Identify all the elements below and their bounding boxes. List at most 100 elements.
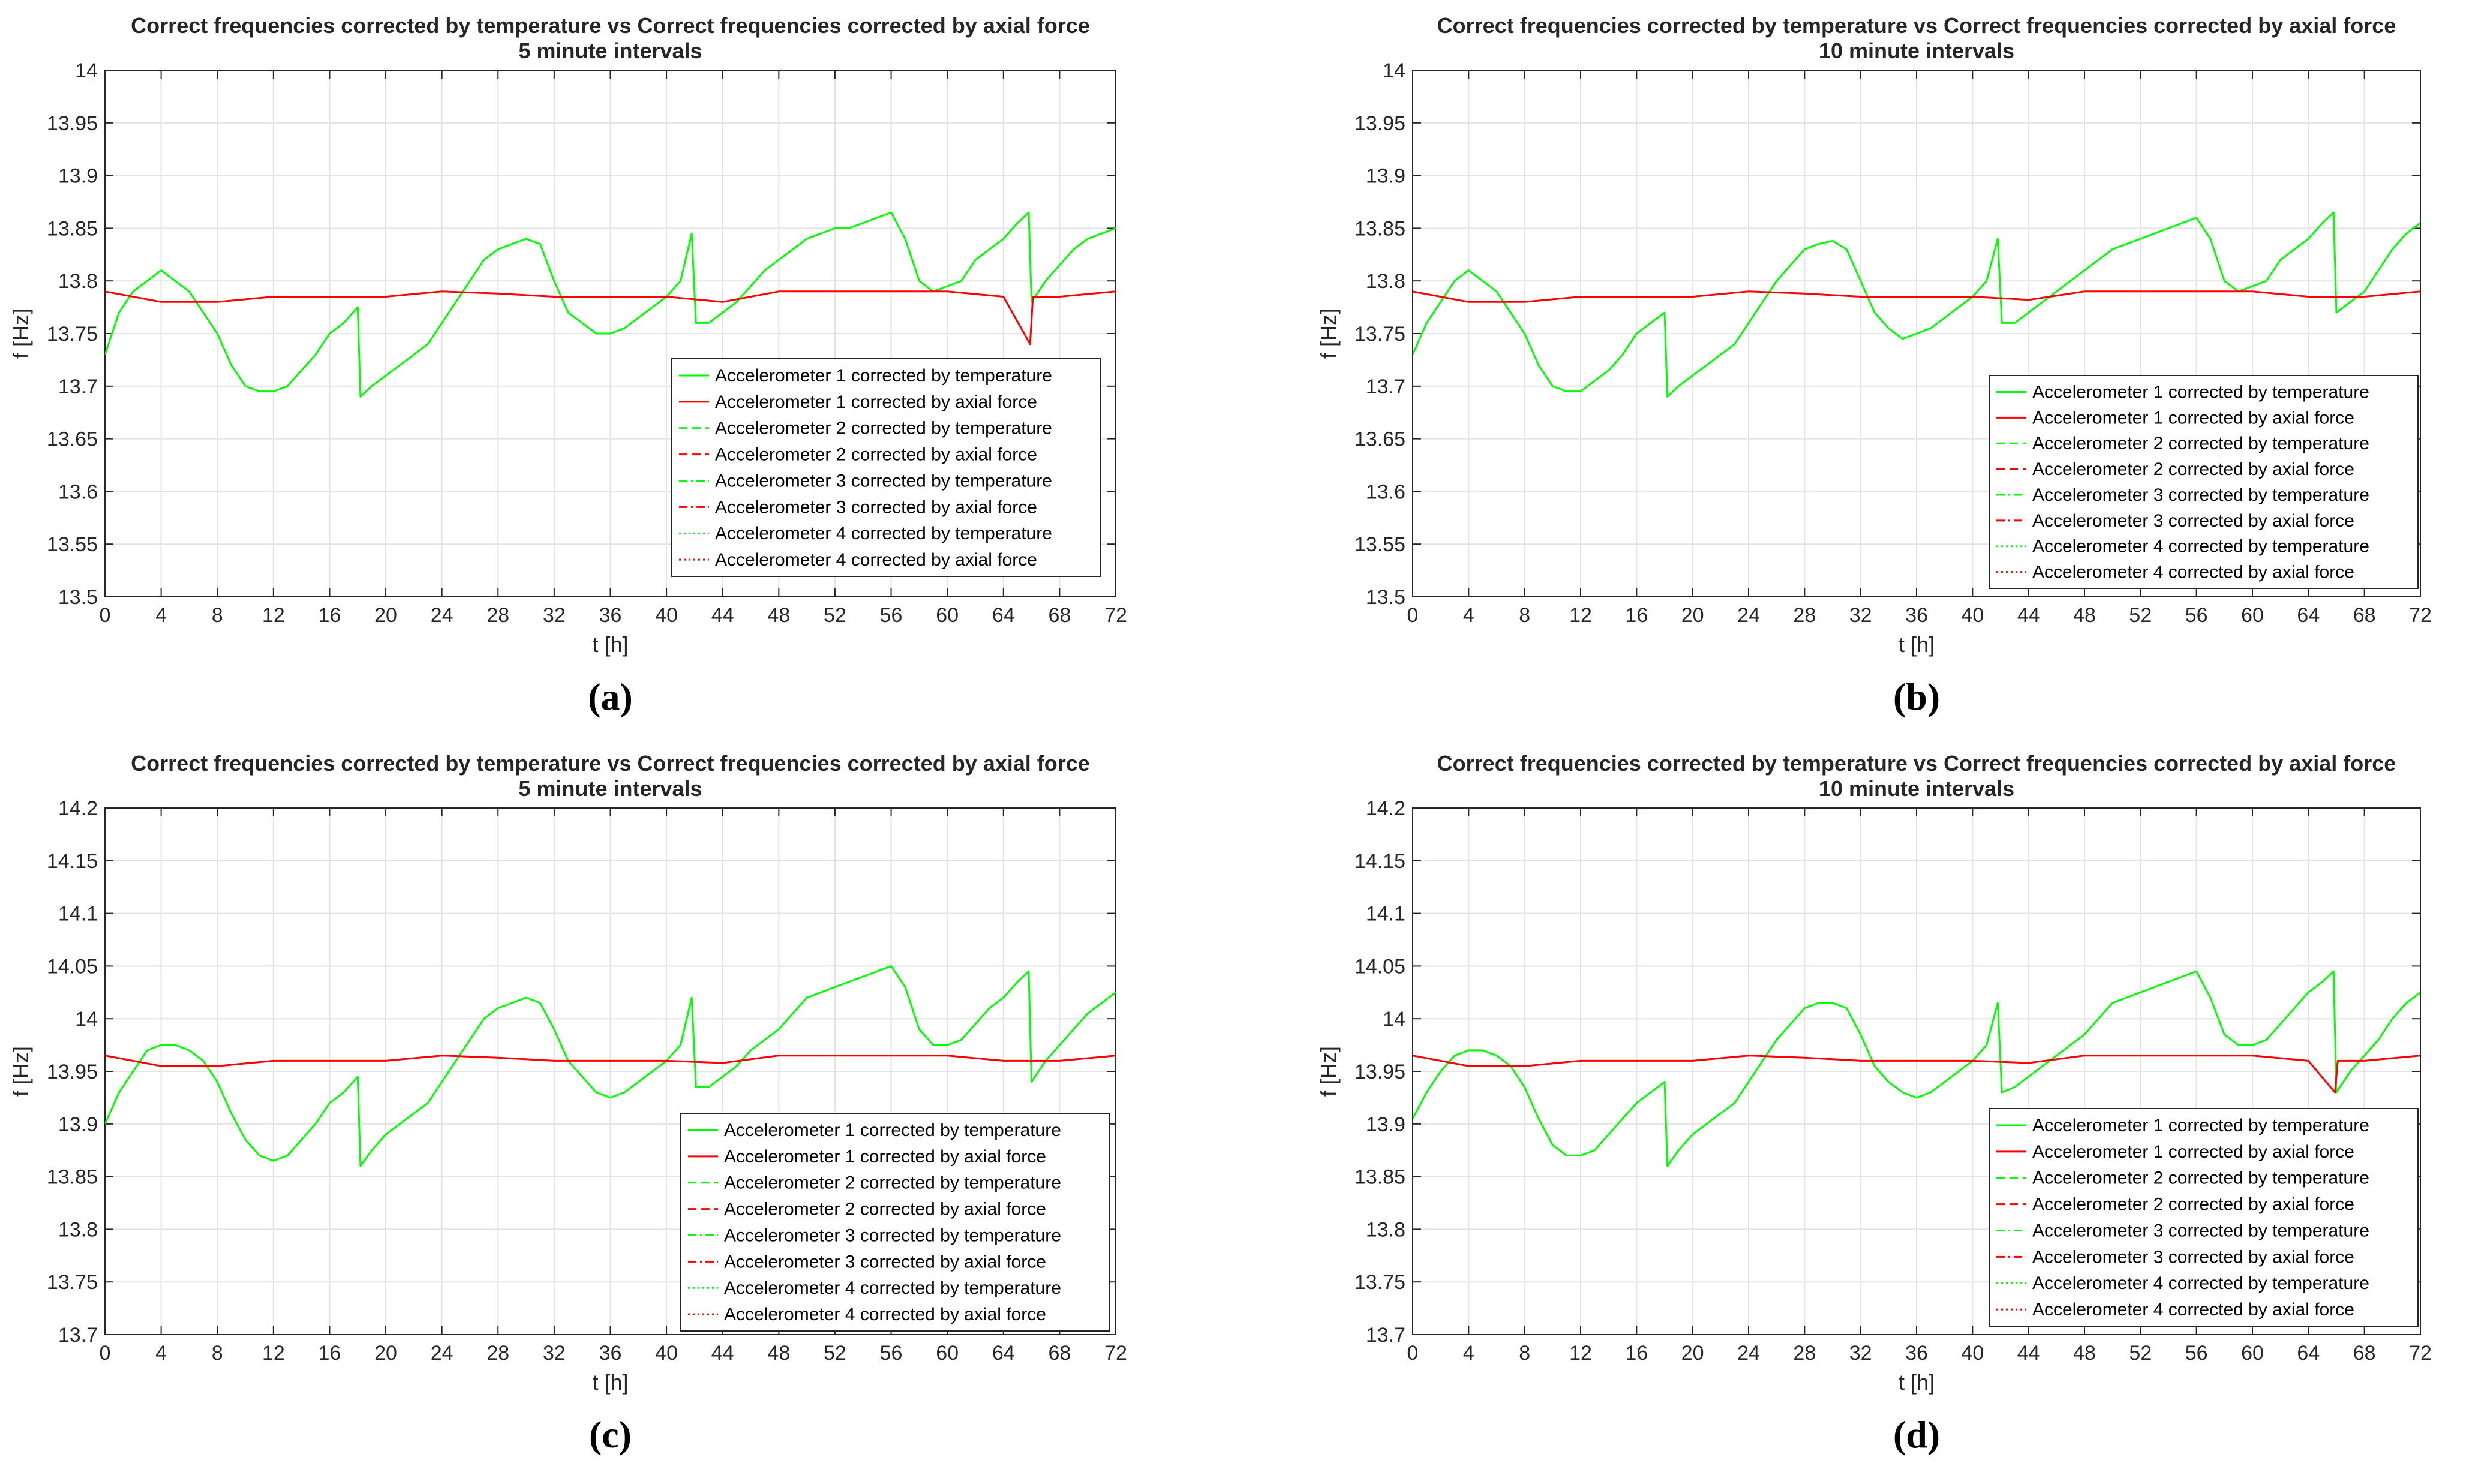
x-tick-label: 48 [2073, 604, 2096, 627]
legend-entry-label: Accelerometer 2 corrected by temperature [715, 419, 1052, 438]
series-line-axial-force [105, 290, 1116, 346]
y-tick-label: 13.95 [47, 1061, 98, 1083]
legend-entry-label: Accelerometer 3 corrected by temperature [2032, 485, 2369, 505]
legend-entry-label: Accelerometer 4 corrected by axial force [724, 1305, 1046, 1324]
x-tick-label: 52 [2129, 1342, 2152, 1365]
y-tick-label: 13.95 [1354, 1061, 1405, 1083]
x-tick-label: 60 [2241, 604, 2264, 627]
y-tick-label: 13.75 [1354, 323, 1405, 346]
series-group [105, 965, 1116, 1167]
y-tick-label: 13.65 [1354, 428, 1405, 451]
y-tick-label: 14.05 [47, 955, 98, 978]
legend-entry-label: Accelerometer 1 corrected by axial force [2032, 1142, 2354, 1162]
y-tick-label: 13.75 [47, 1271, 98, 1294]
chart-title: Correct frequencies corrected by tempera… [131, 13, 1090, 38]
y-tick-label: 14.2 [1366, 797, 1405, 820]
chart-title: Correct frequencies corrected by tempera… [131, 751, 1090, 776]
y-tick-label: 13.6 [1366, 480, 1405, 503]
x-tick-label: 44 [711, 1342, 734, 1365]
x-tick-label: 64 [992, 1342, 1015, 1365]
y-tick-label: 14 [75, 1008, 98, 1031]
y-tick-label: 13.55 [47, 533, 98, 556]
x-tick-label: 4 [1463, 1342, 1474, 1365]
x-tick-label: 32 [1849, 604, 1872, 627]
x-tick-label: 16 [1625, 1342, 1648, 1365]
y-tick-label: 13.8 [1366, 270, 1405, 293]
x-tick-label: 16 [319, 604, 341, 627]
x-axis-label: t [h] [592, 1370, 628, 1395]
x-tick-label: 8 [1519, 1342, 1530, 1365]
x-tick-label: 52 [824, 1342, 846, 1365]
y-tick-label: 14.15 [47, 850, 98, 873]
legend-entry-label: Accelerometer 1 corrected by axial force [724, 1147, 1046, 1167]
y-tick-label: 14.15 [1354, 850, 1405, 873]
legend-entry-label: Accelerometer 4 corrected by temperature [715, 524, 1052, 543]
y-axis-label: f [Hz] [1316, 308, 1341, 359]
y-tick-label: 13.85 [1354, 217, 1405, 240]
x-tick-label: 48 [767, 1342, 790, 1365]
legend-entry-label: Accelerometer 4 corrected by temperature [2032, 1273, 2369, 1293]
y-tick-label: 13.75 [1354, 1271, 1405, 1294]
x-tick-label: 8 [1519, 604, 1530, 627]
x-tick-label: 32 [543, 1342, 566, 1365]
x-tick-label: 0 [100, 1342, 111, 1365]
y-tick-label: 14 [1383, 1008, 1405, 1031]
y-tick-label: 14.05 [1354, 955, 1405, 978]
y-tick-label: 13.85 [47, 1166, 98, 1189]
y-tick-label: 14 [75, 59, 98, 82]
x-tick-label: 60 [2241, 1342, 2264, 1365]
x-tick-label: 8 [212, 1342, 223, 1365]
y-tick-label: 13.6 [58, 480, 98, 503]
x-tick-label: 56 [2185, 1342, 2208, 1365]
x-tick-label: 4 [155, 1342, 167, 1365]
x-tick-label: 36 [1905, 604, 1928, 627]
legend-entry-label: Accelerometer 3 corrected by temperature [715, 471, 1052, 491]
x-tick-label: 60 [936, 604, 959, 627]
chart-subtitle: 10 minute intervals [1819, 776, 2014, 801]
y-tick-label: 13.85 [47, 217, 98, 240]
y-tick-label: 13.5 [1366, 586, 1405, 609]
x-tick-label: 20 [1681, 1342, 1704, 1365]
legend-entry-label: Accelerometer 3 corrected by axial force [2032, 511, 2354, 531]
x-tick-label: 40 [655, 604, 678, 627]
y-tick-label: 13.85 [1354, 1166, 1405, 1189]
legend-entry-label: Accelerometer 1 corrected by temperature [2032, 382, 2369, 402]
panel-label: (d) [1893, 1413, 1940, 1456]
legend: Accelerometer 1 corrected by temperature… [1989, 1108, 2419, 1327]
legend-entry-label: Accelerometer 1 corrected by axial force [715, 392, 1037, 412]
x-tick-label: 36 [1905, 1342, 1928, 1365]
series-line-temperature [1413, 970, 2420, 1167]
legend-entry-label: Accelerometer 4 corrected by temperature [724, 1278, 1061, 1298]
y-axis-label: f [Hz] [8, 308, 33, 359]
x-tick-label: 48 [2073, 1342, 2096, 1365]
panel-label: (a) [588, 675, 633, 718]
x-tick-label: 0 [100, 604, 111, 627]
x-tick-label: 40 [1961, 1342, 1984, 1365]
legend-entry-label: Accelerometer 2 corrected by temperature [724, 1173, 1061, 1193]
legend-entry-label: Accelerometer 2 corrected by axial force [724, 1200, 1046, 1219]
legend-box [671, 358, 1101, 577]
series-line-temperature [1413, 211, 2420, 398]
x-tick-label: 20 [1681, 604, 1704, 627]
y-tick-label: 13.95 [47, 112, 98, 135]
y-tick-label: 13.9 [58, 1113, 98, 1136]
x-tick-label: 72 [1104, 604, 1127, 627]
x-tick-label: 68 [2353, 1342, 2376, 1365]
panel-label: (b) [1893, 675, 1940, 718]
y-tick-label: 13.7 [58, 375, 98, 398]
x-tick-label: 56 [880, 1342, 903, 1365]
legend-entry-label: Accelerometer 3 corrected by temperature [724, 1225, 1061, 1245]
y-tick-label: 13.65 [47, 428, 98, 451]
x-tick-label: 24 [431, 1342, 453, 1365]
x-tick-label: 12 [262, 1342, 285, 1365]
chart-subtitle: 10 minute intervals [1819, 38, 2014, 63]
x-tick-label: 72 [2409, 604, 2432, 627]
y-tick-label: 13.9 [58, 165, 98, 188]
x-tick-label: 32 [1849, 1342, 1872, 1365]
x-tick-label: 60 [936, 1342, 959, 1365]
y-tick-label: 13.9 [1366, 165, 1405, 188]
x-tick-label: 36 [599, 604, 622, 627]
x-axis-label: t [h] [1899, 632, 1935, 657]
legend-entry-label: Accelerometer 2 corrected by axial force [2032, 1195, 2354, 1215]
